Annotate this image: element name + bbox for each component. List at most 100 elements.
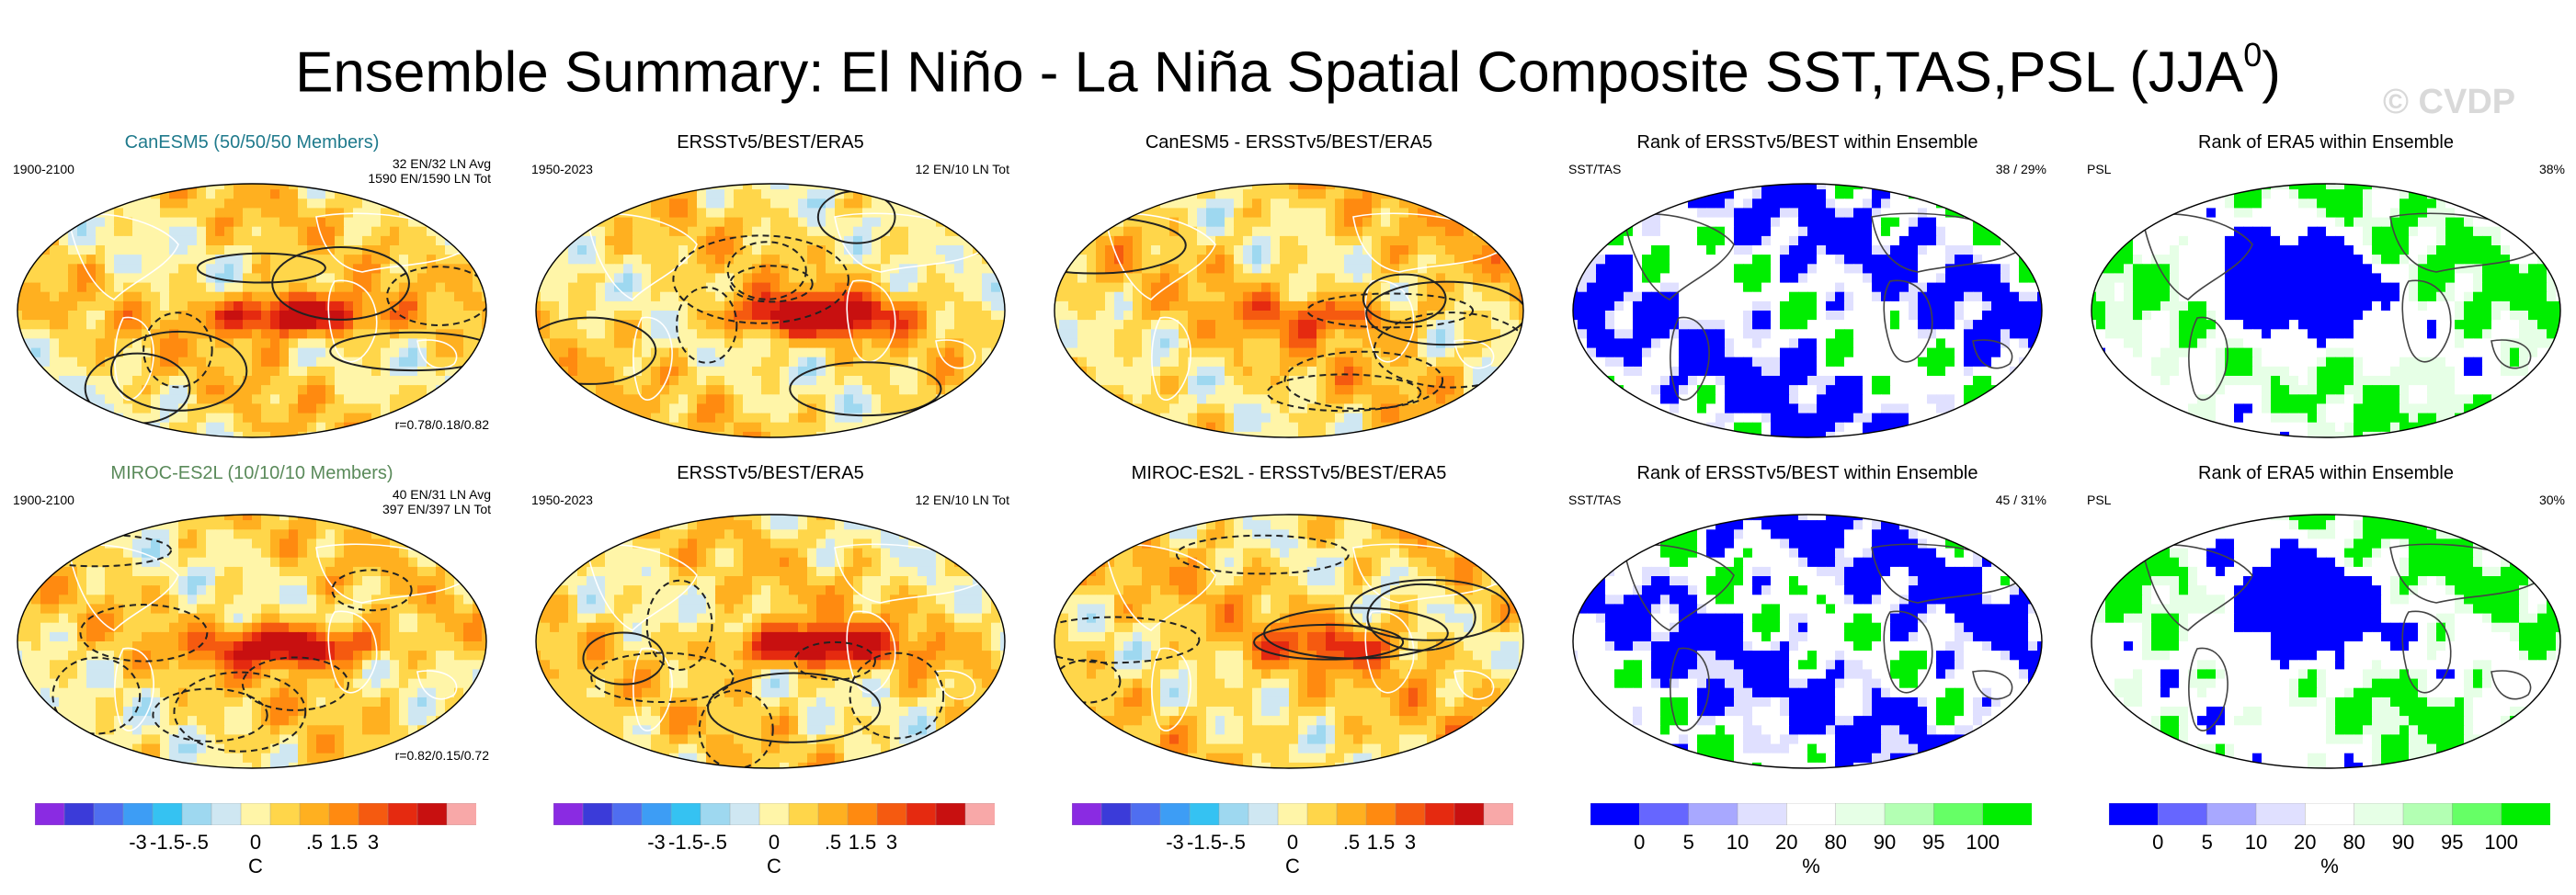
map-cell [105,338,115,349]
map-cell [206,347,216,358]
map-cell [743,329,753,339]
map-cell [436,198,446,209]
map-cell [1500,431,1510,437]
map-cell [151,282,161,293]
map-cell [577,366,587,377]
map-cell [945,338,955,349]
map-cell [899,217,909,228]
map-cell [844,300,854,312]
map-cell [1633,245,1643,255]
map-cell [1353,366,1363,377]
map-cell [1482,264,1492,274]
map-cell [963,422,974,433]
map-cell [816,208,826,219]
map-cell [1473,347,1483,358]
map-cell [206,245,216,255]
map-cell [899,357,909,368]
map-cell [807,208,817,219]
map-cell [436,320,446,330]
map-cell [596,311,606,321]
map-cell [1151,394,1161,404]
map-cell [1780,235,1790,246]
map-cell [1991,217,2001,228]
map-cell [1054,208,1060,219]
map-cell [1133,347,1143,358]
map-cell [1188,235,1198,246]
map-cell [390,217,400,228]
map-cell [1280,431,1290,437]
map-cell [1353,189,1363,199]
map-cell [614,264,624,274]
map-cell [660,311,670,321]
map-cell [1179,226,1189,237]
map-cell [344,264,354,274]
map-cell [2010,198,2020,209]
map-cell [1077,357,1088,368]
map-cell [1289,189,1299,199]
map-cell [417,226,427,237]
map-cell [298,226,308,237]
map-cell [862,311,872,321]
map-cell [816,282,826,293]
map-cell [881,366,891,377]
map-cell [427,338,437,349]
map-cell [1316,255,1327,265]
map-cell [1054,357,1060,368]
map-cell [936,235,946,246]
map-cell [1068,311,1078,321]
map-cell [307,338,317,349]
map-cell [381,282,391,293]
map-cell [114,208,124,219]
map-cell [660,366,670,377]
psl-contour [729,265,814,303]
map-cell [991,413,1001,424]
map-cell [688,413,698,424]
map-cell [1059,189,1069,199]
map-cell [1872,264,1882,274]
map-cell [252,394,262,404]
map-cell [445,394,455,404]
map-cell [1936,226,1946,237]
map-cell [1817,273,1827,284]
map-cell [1105,422,1115,433]
map-cell [614,347,624,358]
map-cell [1298,366,1308,377]
map-cell [835,385,845,395]
map-cell [1271,264,1281,274]
map-cell [169,394,179,404]
map-cell [1206,282,1216,293]
map-cell [973,431,983,437]
map-cell [399,431,409,437]
map-cell [40,403,51,414]
map-cell [1390,217,1400,228]
map-cell [1114,347,1124,358]
map-cell [835,311,845,321]
map-cell [399,198,409,209]
map-cell [623,198,633,209]
map-cell [752,245,762,255]
map-cell [1151,217,1161,228]
map-cell [68,320,78,330]
map-cell [307,376,317,386]
map-cell [1715,255,1726,265]
map-cell [362,217,372,228]
map-cell [40,255,51,265]
map-cell [1206,385,1216,395]
map-cell [279,403,290,414]
map-cell [734,235,744,246]
map-cell [770,184,781,190]
map-cell [1881,189,1891,199]
map-cell [1114,366,1124,377]
map-cell [289,422,299,433]
map-cell [1670,264,1680,274]
map-cell [1454,189,1465,199]
map-cell [559,413,569,424]
map-cell [1271,291,1281,302]
map-cell [1510,320,1520,330]
map-cell [445,226,455,237]
map-cell [881,311,891,321]
map-cell [454,235,464,246]
map-cell [105,282,115,293]
map-cell [715,338,725,349]
map-cell [298,431,308,437]
